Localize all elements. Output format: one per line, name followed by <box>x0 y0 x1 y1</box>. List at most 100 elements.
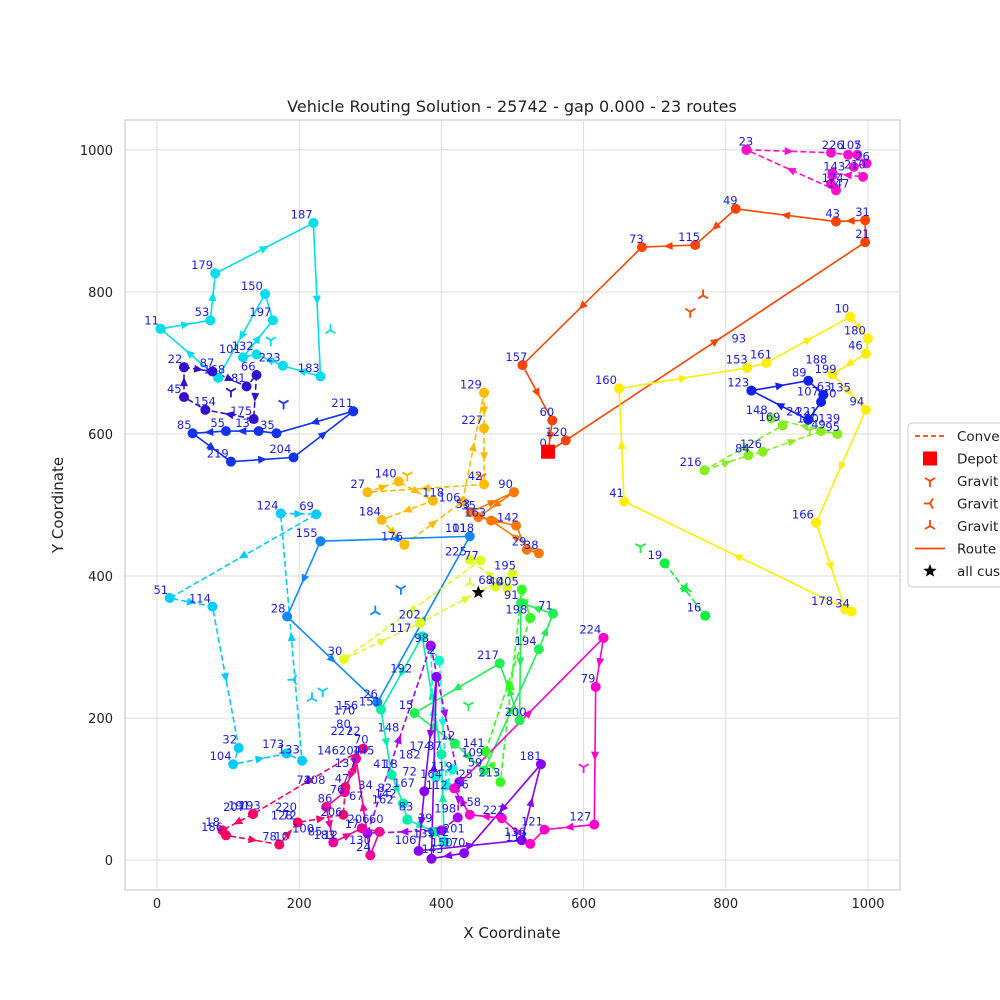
route-arrow-7-3 <box>220 672 229 683</box>
node-label-157: 78 <box>262 829 277 843</box>
route-arrow-8-1 <box>326 653 336 663</box>
customer-node-17-2 <box>441 780 452 791</box>
node-label-186: 148 <box>746 403 768 417</box>
node-label-73: 28 <box>271 601 286 615</box>
customer-node-1-4 <box>861 158 872 169</box>
customer-node-22-7 <box>339 786 350 797</box>
customer-node-22-5 <box>365 850 376 861</box>
customer-node-9-2 <box>338 654 349 665</box>
customer-node-8-1 <box>282 611 293 622</box>
route-arrow-14-6 <box>516 657 525 667</box>
route-arrow-7-5 <box>254 755 265 764</box>
route-arrow-5-3 <box>378 484 388 492</box>
customer-node-4-6 <box>288 452 299 463</box>
legend: Conve Depot Gravit Gravit Gravit Route all cus <box>907 422 1000 588</box>
node-label-10: 43 <box>825 206 840 220</box>
route-arrow-11-6 <box>739 442 750 451</box>
node-label-36: 211 <box>331 396 353 410</box>
customer-node-18-6 <box>426 853 437 864</box>
node-label-55: 35 <box>461 498 476 512</box>
node-label-48: 27 <box>350 477 365 491</box>
node-label-189: 169 <box>759 410 781 424</box>
node-label-54: 53 <box>456 497 471 511</box>
plot-area <box>124 119 901 891</box>
node-label-111: 181 <box>520 749 542 763</box>
route-arrow-8-0 <box>301 573 310 584</box>
node-label-112: 137 <box>335 756 357 770</box>
customer-node-20-6 <box>464 809 475 820</box>
node-label-40: 35 <box>260 418 275 432</box>
customer-node-16-4 <box>402 814 413 825</box>
node-label-117: 72 <box>402 765 417 779</box>
node-label-63: 69 <box>299 499 314 513</box>
route-arrow-5-8 <box>468 442 477 452</box>
node-label-154: 85 <box>308 824 323 838</box>
node-label-45: 227 <box>461 413 483 427</box>
legend-symbol-1 <box>923 451 937 466</box>
node-label-188: 221 <box>795 404 817 418</box>
route-arrow-5-1 <box>480 452 489 462</box>
node-label-20: 179 <box>191 258 213 272</box>
node-label-142: 206 <box>321 805 343 819</box>
route-arrow-20-6 <box>459 797 468 808</box>
customer-node-17-4 <box>430 772 441 783</box>
node-label-65: 225 <box>445 544 467 558</box>
depot-and-centroid <box>471 444 556 599</box>
route-arrow-0-8 <box>531 387 540 398</box>
legend-label-6: all cus <box>957 564 1000 580</box>
customer-node-5-4 <box>393 476 404 487</box>
route-arrow-4-5 <box>257 455 268 464</box>
node-label-200: 34 <box>835 596 850 610</box>
node-label-147: 186 <box>201 820 223 834</box>
legend-symbol-6 <box>923 564 937 577</box>
node-label-169: 143 <box>421 842 443 856</box>
node-label-101: 133 <box>278 743 300 757</box>
route-arrow-0-7 <box>578 300 588 310</box>
customer-node-3-6 <box>179 392 190 403</box>
x-axis-label: X Coordinate <box>463 924 560 942</box>
customer-node-0-6 <box>690 240 701 251</box>
legend-symbol-4 <box>924 520 936 530</box>
customer-node-12-1 <box>803 375 814 386</box>
customer-node-9-7 <box>464 554 475 565</box>
route-arrow-20-2 <box>564 822 574 831</box>
customer-node-12-5 <box>746 385 757 396</box>
customer-node-21-7 <box>358 743 369 754</box>
customer-node-7-3 <box>207 601 218 612</box>
gravity-marker-12 <box>287 674 298 686</box>
node-label-107: 204 <box>339 743 361 757</box>
gravity-marker-19 <box>578 763 590 774</box>
node-label-120: 25 <box>458 767 473 781</box>
node-label-151: 121 <box>521 814 543 828</box>
node-label-119: 213 <box>478 765 500 779</box>
node-label-153: 100 <box>292 821 314 835</box>
node-label-180: 123 <box>727 375 749 389</box>
node-label-130: 142 <box>375 787 397 801</box>
chart-title: Vehicle Routing Solution - 25742 - gap 0… <box>287 97 737 116</box>
route-arrow-3-4 <box>224 411 235 420</box>
customer-node-21-8 <box>247 808 258 819</box>
route-arrow-2-7 <box>252 334 262 345</box>
grid <box>125 120 900 890</box>
route-arrow-15-1 <box>487 761 496 772</box>
customer-node-10-10 <box>846 606 857 617</box>
route-arrow-1-6 <box>842 171 853 180</box>
route-arrow-21-3 <box>282 829 292 840</box>
route-arrow-2-10 <box>185 350 195 359</box>
node-label-32: 183 <box>298 361 320 375</box>
node-label-131: 162 <box>372 792 394 806</box>
node-label-172: 93 <box>731 331 746 345</box>
node-label-60: 29 <box>512 534 527 548</box>
node-label-135: 83 <box>399 799 414 813</box>
node-label-165: 106 <box>394 833 416 847</box>
customer-node-3-2 <box>241 381 252 392</box>
route-arrow-21-2 <box>247 835 258 844</box>
customer-node-9-6 <box>502 583 513 594</box>
node-label-159: 183 <box>313 828 335 842</box>
node-label-69: 40 <box>488 574 503 588</box>
node-label-114: 18 <box>383 757 398 771</box>
node-label-150: 17 <box>345 817 360 831</box>
node-label-141: 221 <box>483 803 505 817</box>
node-label-1: 226 <box>822 138 844 152</box>
customer-node-1-7 <box>827 168 838 179</box>
